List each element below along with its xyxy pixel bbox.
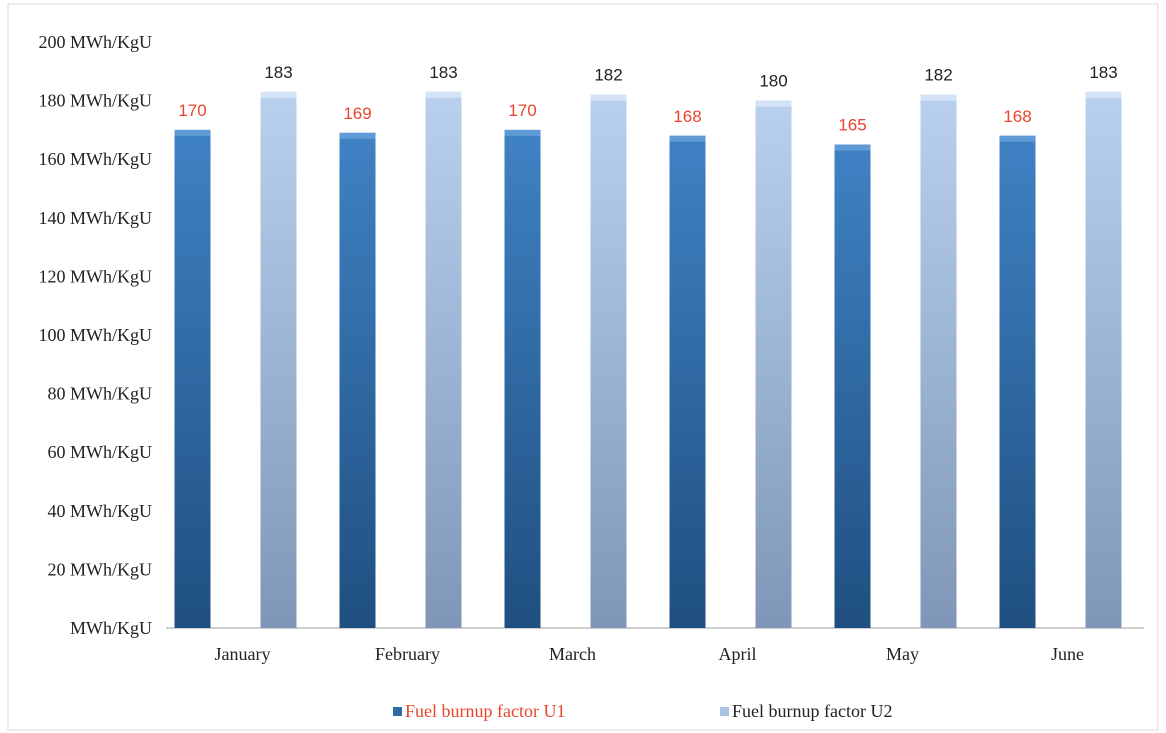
bar-u1 (339, 132, 376, 628)
x-axis: January February March April May June (166, 627, 1144, 664)
bar-u2 (590, 94, 627, 629)
bar-top-bevel (174, 129, 211, 136)
data-labels: 170 169 170 168 165 168 183 183 182 180 182 183 (178, 63, 1117, 135)
y-tick-label: 20 MWh/KgU (48, 559, 153, 579)
bar-u2 (755, 100, 792, 629)
bar-u1 (174, 129, 211, 628)
bar-u2 (425, 91, 462, 628)
y-tick-label: 60 MWh/KgU (48, 442, 153, 462)
data-label-u2: 183 (429, 63, 457, 82)
x-tick-label: June (1051, 644, 1084, 664)
legend-swatch-u1 (393, 707, 402, 716)
legend-label-u1: Fuel burnup factor U1 (405, 701, 565, 721)
bar-u1 (834, 144, 871, 629)
data-label-u1: 169 (343, 104, 371, 123)
bars (174, 91, 1122, 629)
legend: Fuel burnup factor U1 Fuel burnup factor … (393, 701, 892, 721)
y-tick-label: 140 MWh/KgU (39, 208, 153, 228)
data-label-u1: 170 (508, 101, 536, 120)
bar-u1 (999, 135, 1036, 628)
bar-u1 (504, 129, 541, 628)
bar-u2 (920, 94, 957, 629)
bar-top-bevel (755, 100, 792, 107)
bar-top-bevel (260, 91, 297, 98)
y-tick-label: 100 MWh/KgU (39, 325, 153, 345)
y-tick-label: 120 MWh/KgU (39, 266, 153, 286)
bar-top-bevel (504, 129, 541, 136)
bar-u2 (1085, 91, 1122, 628)
data-label-u1: 168 (1003, 107, 1031, 126)
data-label-u1: 165 (838, 116, 866, 135)
y-axis: MWh/KgU 20 MWh/KgU 40 MWh/KgU 60 MWh/KgU 80 … (39, 32, 153, 638)
y-tick-label: 80 MWh/KgU (48, 384, 153, 404)
data-label-u1: 168 (673, 107, 701, 126)
data-label-u2: 183 (1089, 63, 1117, 82)
x-tick-label: April (719, 644, 757, 664)
bar-top-bevel (339, 132, 376, 139)
bar-top-bevel (920, 94, 957, 101)
x-tick-label: February (375, 644, 440, 664)
x-tick-label: May (886, 644, 919, 664)
legend-swatch-u2 (720, 707, 729, 716)
y-tick-label: 40 MWh/KgU (48, 501, 153, 521)
bar-u1 (669, 135, 706, 628)
data-label-u2: 182 (594, 66, 622, 85)
y-tick-label: MWh/KgU (70, 618, 152, 638)
x-tick-label: January (215, 644, 271, 664)
bar-top-bevel (834, 144, 871, 151)
bar-top-bevel (669, 135, 706, 142)
y-tick-label: 160 MWh/KgU (39, 149, 153, 169)
y-tick-label: 180 MWh/KgU (39, 91, 153, 111)
data-label-u2: 183 (264, 63, 292, 82)
legend-label-u2: Fuel burnup factor U2 (732, 701, 892, 721)
x-tick-label: March (549, 644, 596, 664)
bar-top-bevel (999, 135, 1036, 142)
bar-top-bevel (1085, 91, 1122, 98)
y-tick-label: 200 MWh/KgU (39, 32, 153, 52)
data-label-u1: 170 (178, 101, 206, 120)
data-label-u2: 182 (924, 66, 952, 85)
bar-top-bevel (590, 94, 627, 101)
data-label-u2: 180 (759, 72, 787, 91)
bar-u2 (260, 91, 297, 628)
bar-top-bevel (425, 91, 462, 98)
